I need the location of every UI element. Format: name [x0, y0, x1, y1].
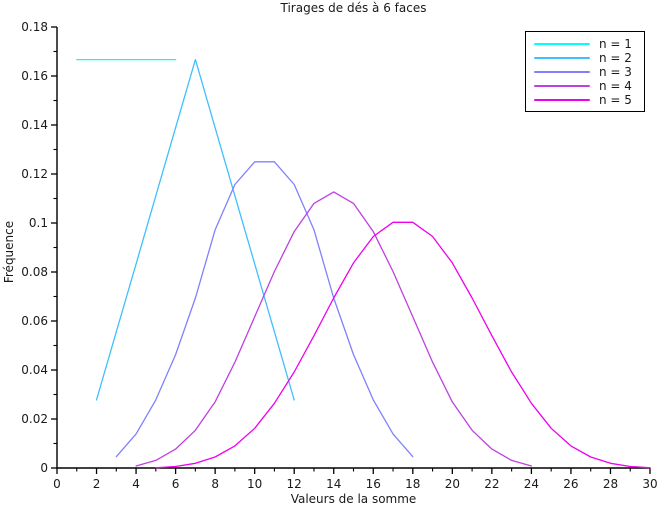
chart-title: Tirages de dés à 6 faces [280, 1, 427, 15]
x-tick-label: 4 [132, 477, 140, 491]
y-tick-label: 0.12 [21, 167, 48, 181]
legend-label: n = 3 [599, 65, 632, 79]
x-tick-label: 0 [53, 477, 61, 491]
series-line-n3 [115, 161, 414, 458]
legend-item: n = 5 [526, 93, 644, 107]
legend-item: n = 4 [526, 79, 644, 93]
y-tick-label: 0.14 [21, 118, 48, 132]
series-line-n4 [135, 191, 533, 467]
legend-line-swatch [534, 99, 590, 101]
legend-line-swatch [534, 57, 590, 59]
x-tick-label: 6 [172, 477, 180, 491]
legend-item: n = 3 [526, 65, 644, 79]
y-tick-label: 0.08 [21, 265, 48, 279]
y-tick-label: 0 [40, 461, 48, 475]
y-tick-label: 0.06 [21, 314, 48, 328]
y-tick-label: 0.16 [21, 69, 48, 83]
x-tick-label: 2 [93, 477, 101, 491]
legend-line-swatch [534, 43, 590, 45]
x-tick-label: 24 [524, 477, 539, 491]
series-line-n5 [155, 221, 651, 469]
x-tick-label: 10 [247, 477, 262, 491]
x-tick-label: 26 [563, 477, 578, 491]
x-tick-label: 20 [445, 477, 460, 491]
legend-item: n = 2 [526, 51, 644, 65]
y-tick-label: 0.1 [29, 216, 48, 230]
x-tick-label: 14 [326, 477, 341, 491]
y-tick-label: 0.02 [21, 412, 48, 426]
x-tick-label: 30 [642, 477, 657, 491]
legend-line-swatch [534, 85, 590, 87]
legend-item: n = 1 [526, 37, 644, 51]
legend-line-swatch [534, 71, 590, 73]
x-tick-label: 28 [603, 477, 618, 491]
x-tick-label: 12 [287, 477, 302, 491]
legend-label: n = 5 [599, 93, 632, 107]
x-tick-label: 18 [405, 477, 420, 491]
x-axis-label: Valeurs de la somme [290, 492, 417, 506]
x-tick-label: 8 [211, 477, 219, 491]
y-axis-label: Fréquence [2, 220, 16, 284]
x-tick-label: 16 [366, 477, 381, 491]
y-tick-label: 0.18 [21, 20, 48, 34]
legend-label: n = 4 [599, 79, 632, 93]
legend-label: n = 2 [599, 51, 632, 65]
series-line-n2 [95, 58, 295, 401]
y-tick-label: 0.04 [21, 363, 48, 377]
legend-label: n = 1 [599, 37, 632, 51]
x-tick-label: 22 [484, 477, 499, 491]
